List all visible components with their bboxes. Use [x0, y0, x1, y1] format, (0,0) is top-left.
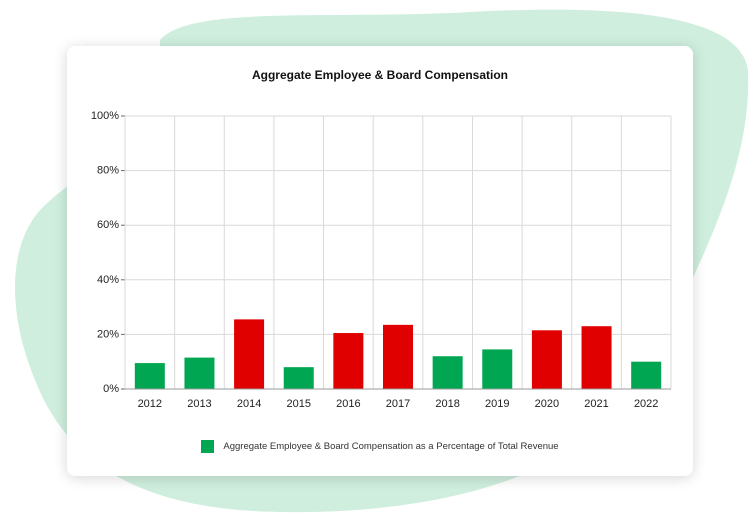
- x-tick-label: 2021: [584, 398, 608, 410]
- x-tick-label: 2013: [187, 398, 211, 410]
- legend-label: Aggregate Employee & Board Compensation …: [223, 441, 559, 452]
- x-tick-label: 2015: [286, 398, 310, 410]
- y-tick-label: 60%: [97, 219, 119, 231]
- bar-2014: [234, 319, 265, 389]
- x-tick-label: 2012: [138, 398, 162, 410]
- bar-2018: [432, 356, 463, 389]
- bar-2022: [631, 361, 662, 389]
- x-tick-label: 2019: [485, 398, 509, 410]
- x-tick-label: 2022: [634, 398, 658, 410]
- legend-swatch: [201, 440, 215, 453]
- legend: Aggregate Employee & Board Compensation …: [67, 440, 693, 453]
- bar-2019: [482, 349, 513, 389]
- bar-2015: [283, 367, 314, 389]
- x-tick-label: 2016: [336, 398, 360, 410]
- x-tick-label: 2014: [237, 398, 261, 410]
- bar-2020: [531, 330, 562, 389]
- x-tick-label: 2020: [535, 398, 559, 410]
- x-tick-label: 2018: [435, 398, 459, 410]
- bar-2016: [333, 333, 364, 389]
- y-tick-label: 80%: [97, 165, 119, 177]
- y-tick-label: 100%: [91, 110, 119, 122]
- bar-2021: [581, 326, 612, 389]
- bar-2012: [134, 363, 165, 389]
- chart-card: Aggregate Employee & Board Compensation …: [67, 46, 693, 476]
- chart-title: Aggregate Employee & Board Compensation: [251, 68, 509, 82]
- y-tick-label: 20%: [97, 328, 119, 340]
- bar-chart: 0% 20% 40% 60% 80% 100% 2012 2013 2014 2015 2016 20…: [91, 110, 672, 410]
- y-tick-label: 40%: [97, 274, 119, 286]
- bar-2013: [184, 357, 215, 389]
- x-tick-label: 2017: [386, 398, 410, 410]
- bar-2017: [383, 324, 413, 389]
- y-tick-label: 0%: [103, 383, 119, 395]
